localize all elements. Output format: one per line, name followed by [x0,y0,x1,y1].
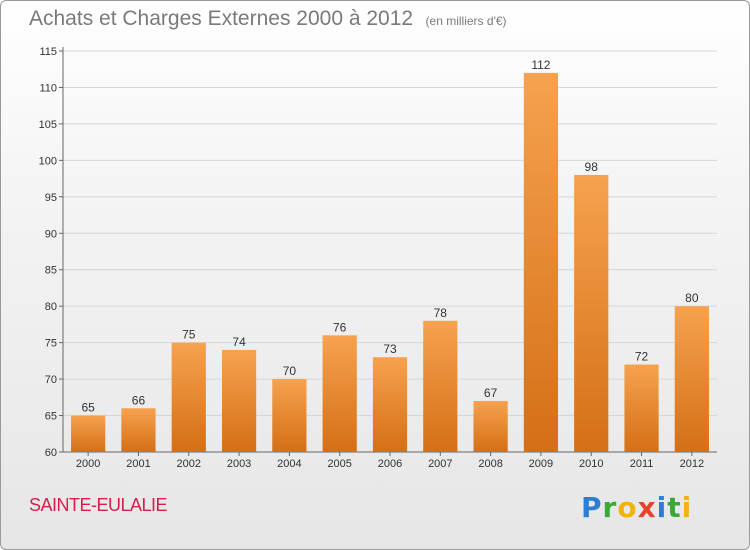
x-tick-label: 2008 [478,458,502,470]
x-tick-label: 2003 [227,458,251,470]
bar [574,174,609,453]
x-tick-label: 2006 [378,458,402,470]
chart-title: Achats et Charges Externes 2000 à 2012 (… [29,7,507,31]
y-tick-label: 105 [39,119,57,131]
x-tick-label: 2007 [428,458,452,470]
y-tick-label: 90 [45,228,57,240]
y-tick-label: 80 [45,301,57,313]
y-tick-label: 60 [45,447,57,459]
y-tick-label: 65 [45,411,57,423]
data-label: 66 [132,393,146,407]
bar [523,72,559,452]
data-label: 70 [283,364,297,378]
y-tick-label: 95 [45,192,57,204]
bar [322,335,357,452]
x-tick-label: 2001 [126,458,150,470]
bar [272,379,307,452]
proxiti-logo: Proxiti [581,491,693,524]
y-tick-label: 85 [45,265,57,277]
chart-title-unit: (en milliers d'€) [425,14,507,28]
bar [171,342,206,452]
y-tick-label: 115 [39,46,57,58]
x-tick-label: 2010 [579,458,603,470]
data-label: 76 [333,320,347,334]
data-label: 98 [585,160,599,174]
x-tick-label: 2011 [630,458,654,470]
x-tick-label: 2004 [277,458,301,470]
commune-name: SAINTE-EULALIE [29,495,168,515]
data-label: 67 [484,386,498,400]
y-tick-label: 110 [39,82,57,94]
data-label: 73 [383,342,397,356]
data-label: 80 [685,291,699,305]
x-tick-label: 2009 [529,458,553,470]
data-label: 75 [182,328,196,342]
data-label: 112 [531,58,550,72]
bar [674,306,709,452]
data-label: 78 [434,306,448,320]
chart-title-main: Achats et Charges Externes 2000 à 2012 [29,7,414,30]
bar [221,349,257,452]
bar [423,320,458,452]
data-label: 74 [232,335,246,349]
bar [121,408,156,452]
x-tick-label: 2000 [76,458,100,470]
data-label: 72 [635,350,649,364]
data-label: 65 [81,401,95,415]
bar [372,357,408,452]
y-tick-label: 100 [39,155,57,167]
bar [71,415,106,452]
x-tick-label: 2012 [680,458,704,470]
bar [624,364,659,452]
y-tick-label: 75 [45,338,57,350]
x-tick-label: 2002 [177,458,201,470]
bar [473,400,508,452]
x-tick-label: 2005 [327,458,351,470]
y-tick-label: 70 [45,374,57,386]
